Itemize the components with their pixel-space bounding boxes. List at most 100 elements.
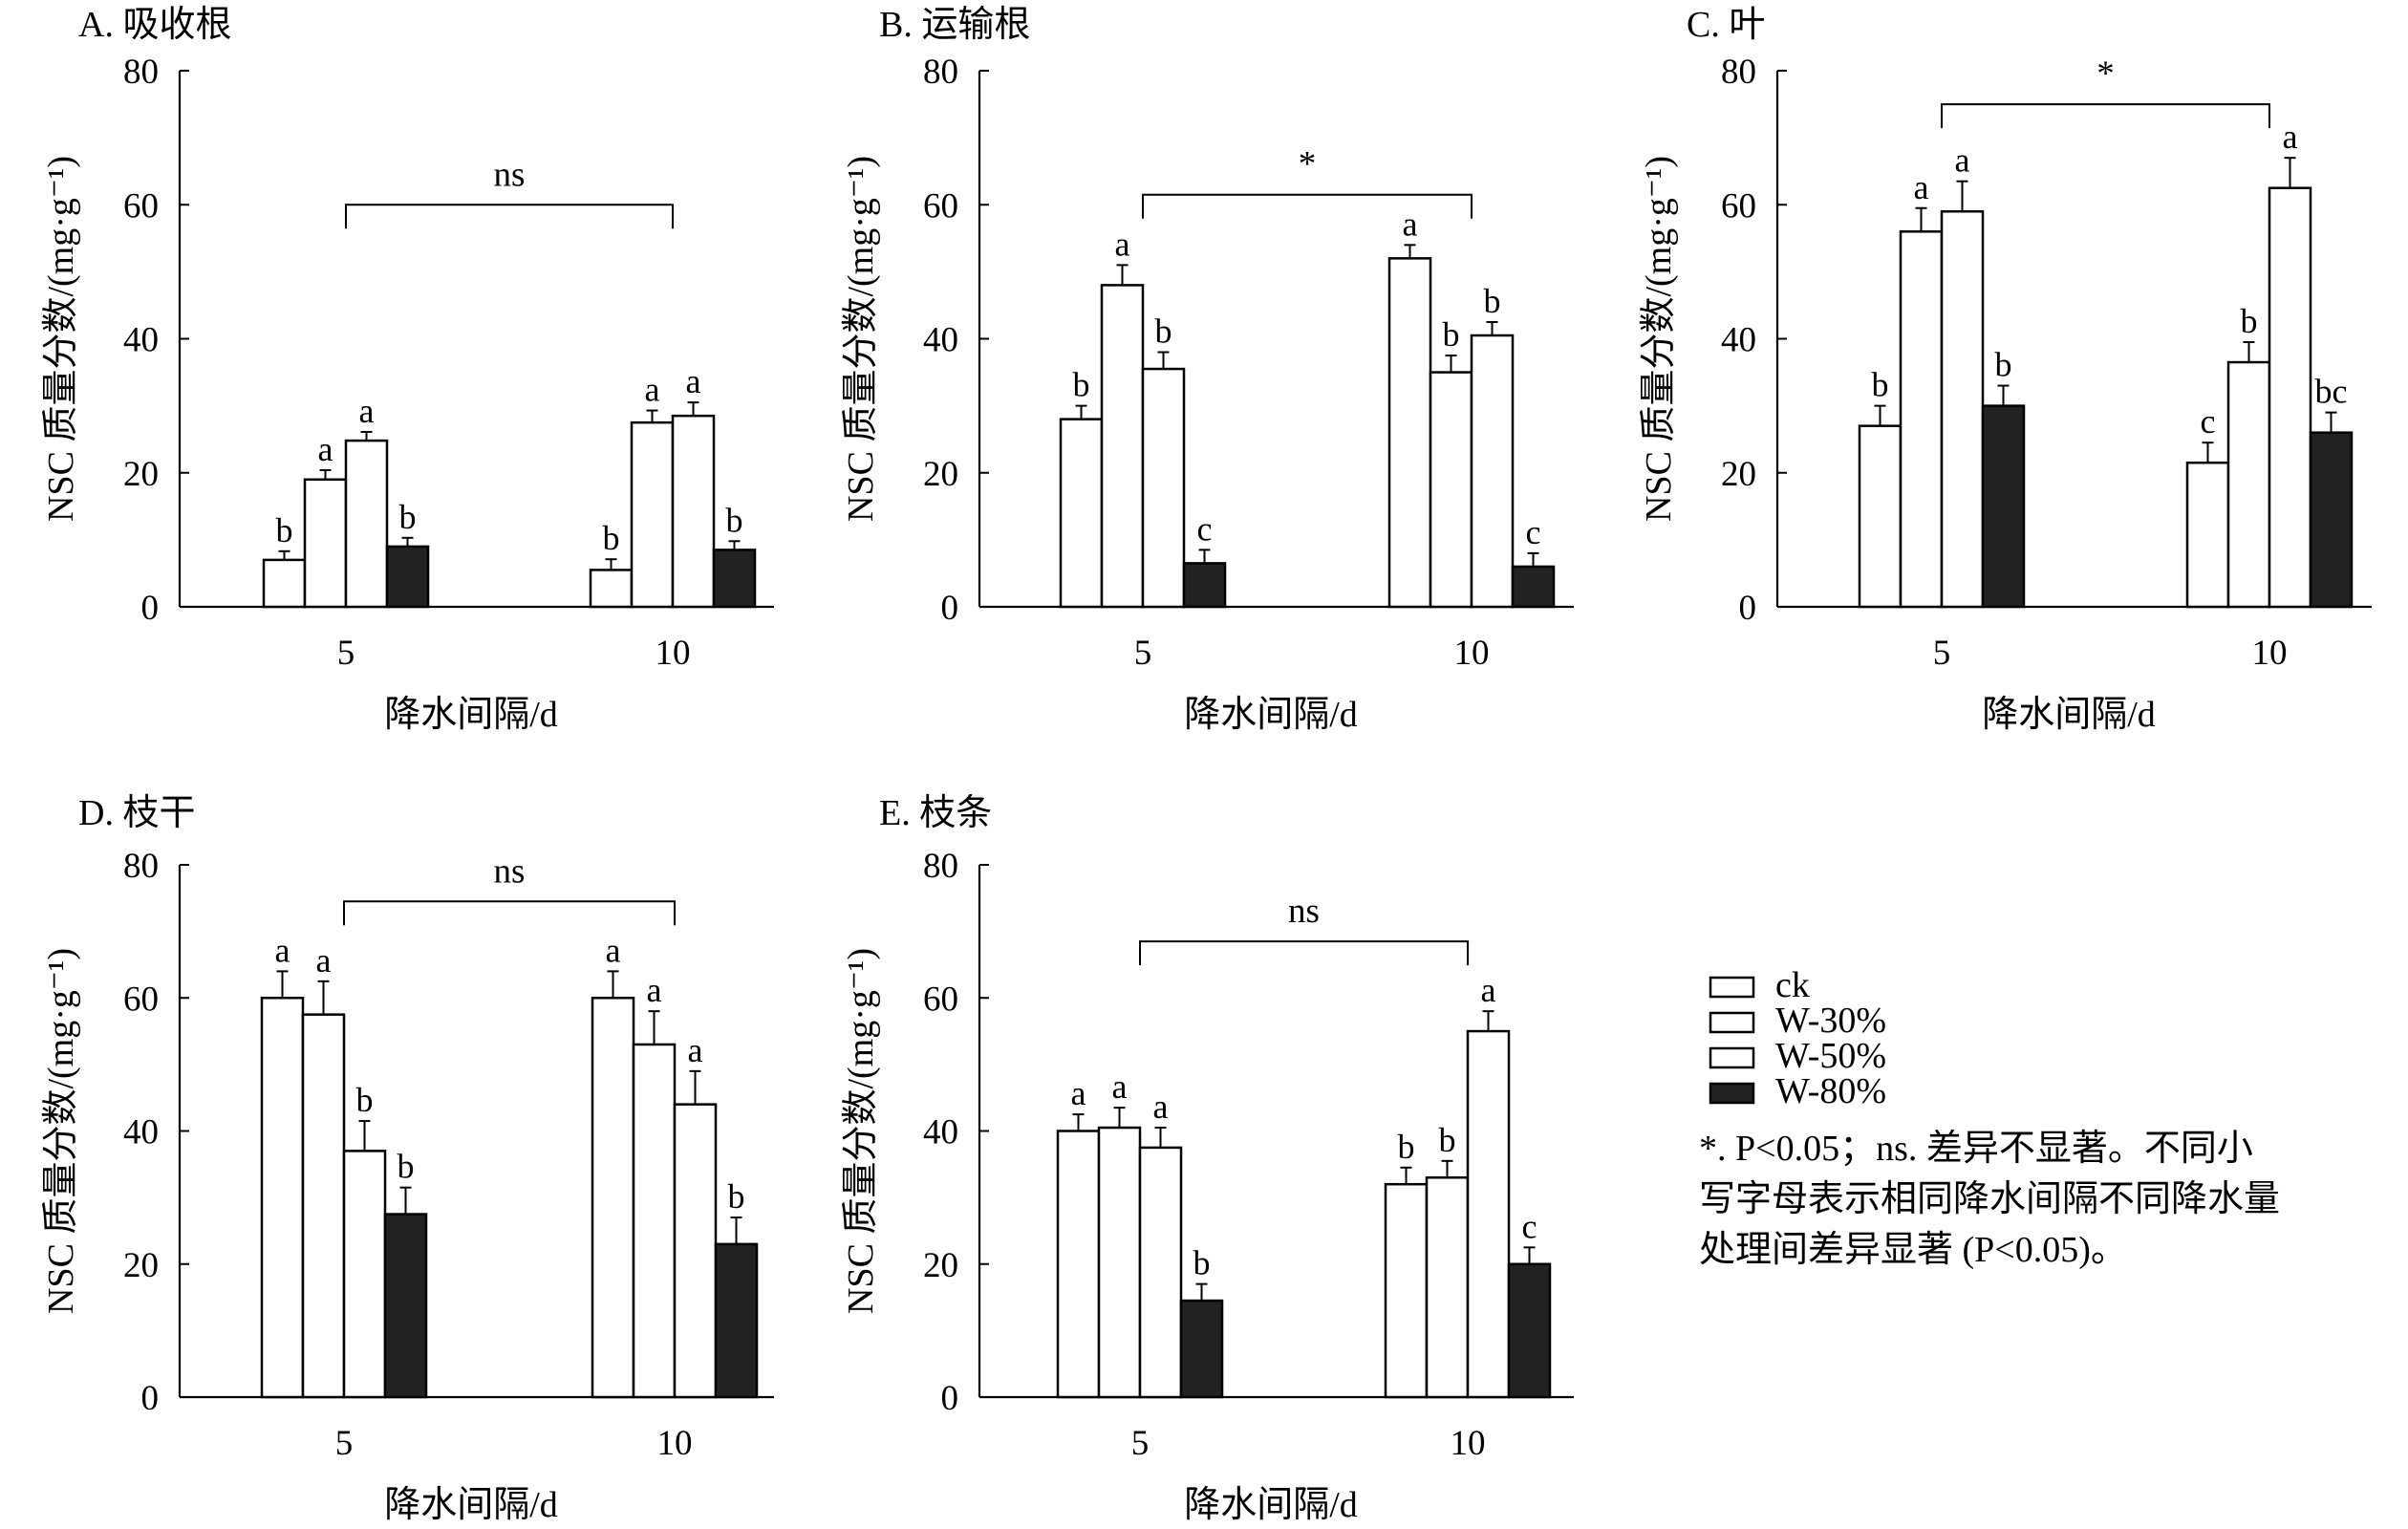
- significance-letter: c: [1522, 1207, 1537, 1245]
- y-tick-label: 40: [123, 1113, 159, 1152]
- y-tick-label: 40: [923, 1113, 958, 1152]
- y-tick-label: 40: [1721, 321, 1756, 360]
- chart-panel-2: B. 运输根 0 20 40 60 80 NSC 质量分数/(mg·g⁻¹) 5 10 降水间隔/…: [841, 5, 1574, 735]
- y-axis-label: NSC 质量分数/(mg·g⁻¹): [41, 156, 81, 522]
- y-tick-label: 60: [123, 186, 159, 226]
- y-tick-label: 80: [1721, 53, 1756, 92]
- y-tick-label: 40: [123, 321, 159, 360]
- bar-w-30: [301, 1013, 346, 1399]
- significance-letter: a: [645, 371, 660, 409]
- legend-swatch: [1709, 1082, 1755, 1105]
- bar-w-30: [2226, 360, 2271, 609]
- note-line-1: *. P<0.05；ns. 差异不显著。不同小: [1699, 1129, 2253, 1169]
- significance-letter: c: [1526, 513, 1541, 551]
- y-tick-label: 20: [1721, 455, 1756, 494]
- bar-ck: [1384, 1182, 1429, 1399]
- comparison-bracket: [1139, 940, 1469, 966]
- chart-title: D. 枝干: [78, 793, 195, 833]
- bar-w-30: [1100, 284, 1145, 609]
- significance-letter: a: [275, 931, 290, 969]
- chart-panel-1: A. 吸收根 0 20 40 60 80 NSC 质量分数/(mg·g⁻¹) 5 10 降水间隔/…: [41, 5, 774, 735]
- significance-letter: a: [606, 931, 621, 969]
- bar-w-30: [303, 478, 348, 609]
- bar-w-50: [344, 439, 389, 609]
- bar-w-80: [1182, 562, 1227, 609]
- chart-title: C. 叶: [1687, 5, 1765, 45]
- significance-letter: b: [356, 1081, 374, 1119]
- y-axis-label: NSC 质量分数/(mg·g⁻¹): [41, 948, 81, 1314]
- significance-letter: b: [1872, 366, 1889, 404]
- bar-w-80: [1511, 565, 1556, 609]
- significance-letter: a: [1403, 205, 1418, 243]
- comparison-label: ns: [1288, 892, 1320, 931]
- note-line-3: 处理间差异显著 (P<0.05)。: [1699, 1230, 2127, 1270]
- significance-letter: b: [726, 501, 743, 539]
- bar-ck: [591, 997, 635, 1399]
- x-tick-label: 5: [1131, 1424, 1150, 1463]
- significance-letter: b: [728, 1177, 745, 1216]
- significance-letter: b: [1995, 346, 2012, 384]
- significance-letter: b: [1439, 1121, 1456, 1159]
- chart-title: E. 枝条: [879, 793, 992, 833]
- y-axis-label: NSC 质量分数/(mg·g⁻¹): [841, 948, 881, 1314]
- bar-w-50: [1466, 1029, 1511, 1399]
- significance-letter: b: [399, 498, 417, 536]
- significance-letter: a: [1071, 1074, 1086, 1112]
- bar-w-30: [630, 420, 675, 609]
- y-tick-label: 60: [1721, 186, 1756, 226]
- comparison-bracket: [345, 204, 674, 229]
- legend-swatch: [1709, 976, 1755, 999]
- significance-letter: b: [1398, 1128, 1415, 1166]
- legend-swatch: [1709, 1011, 1755, 1034]
- comparison-label: ns: [494, 155, 526, 194]
- chart-panel-5: E. 枝条 0 20 40 60 80 NSC 质量分数/(mg·g⁻¹) 5 10 降水间隔/d…: [841, 793, 1574, 1525]
- significance-letter: a: [647, 971, 662, 1009]
- chart-title: B. 运输根: [879, 5, 1030, 45]
- significance-letter: a: [1955, 141, 1970, 180]
- significance-letter: c: [1197, 509, 1213, 548]
- x-axis-label: 降水间隔/d: [1982, 695, 2156, 735]
- y-tick-label: 20: [923, 1246, 958, 1285]
- y-tick-label: 40: [923, 321, 958, 360]
- legend-label: W-80%: [1775, 1071, 1886, 1111]
- legend-swatch: [1709, 1046, 1755, 1069]
- significance-letter: b: [1073, 366, 1090, 404]
- y-tick-label: 20: [123, 1246, 159, 1285]
- bar-w-80: [2309, 431, 2354, 609]
- y-tick-label: 20: [923, 455, 958, 494]
- y-tick-label: 0: [941, 1379, 959, 1418]
- bar-w-30: [1429, 371, 1473, 609]
- x-tick-label: 10: [1451, 1424, 1486, 1463]
- y-tick-label: 0: [941, 589, 959, 628]
- significance-letter: a: [2283, 118, 2298, 156]
- y-tick-label: 80: [923, 53, 958, 92]
- significance-letter: b: [398, 1148, 415, 1186]
- bar-ck: [2185, 461, 2230, 609]
- legend-label: W-30%: [1775, 1001, 1886, 1041]
- bar-w-30: [1425, 1175, 1470, 1399]
- y-tick-label: 0: [141, 1379, 160, 1418]
- x-axis-label: 降水间隔/d: [1184, 1485, 1358, 1525]
- bar-w-80: [712, 549, 757, 609]
- y-tick-label: 60: [923, 186, 958, 226]
- bar-w-30: [632, 1043, 677, 1399]
- bar-w-50: [1138, 1146, 1183, 1399]
- x-tick-label: 10: [657, 1424, 693, 1463]
- comparison-label: *: [1299, 145, 1317, 184]
- legend-label: ck: [1775, 965, 1810, 1005]
- significance-letter: a: [1153, 1088, 1169, 1126]
- bar-w-80: [383, 1213, 428, 1399]
- chart-panel-4: D. 枝干 0 20 40 60 80 NSC 质量分数/(mg·g⁻¹) 5 10 降水间隔/d…: [41, 793, 774, 1525]
- comparison-bracket: [1941, 103, 2270, 129]
- significance-letter: a: [1112, 1067, 1128, 1106]
- bar-w-50: [342, 1150, 387, 1399]
- significance-letter: bc: [2315, 373, 2348, 411]
- chart-title: A. 吸收根: [78, 5, 231, 45]
- bar-ck: [589, 569, 634, 609]
- significance-letter: b: [2241, 302, 2258, 340]
- bar-w-30: [1097, 1126, 1142, 1399]
- bar-ck: [1858, 424, 1903, 609]
- significance-letter: a: [1115, 225, 1130, 263]
- y-tick-label: 20: [123, 455, 159, 494]
- bar-w-50: [1940, 210, 1985, 609]
